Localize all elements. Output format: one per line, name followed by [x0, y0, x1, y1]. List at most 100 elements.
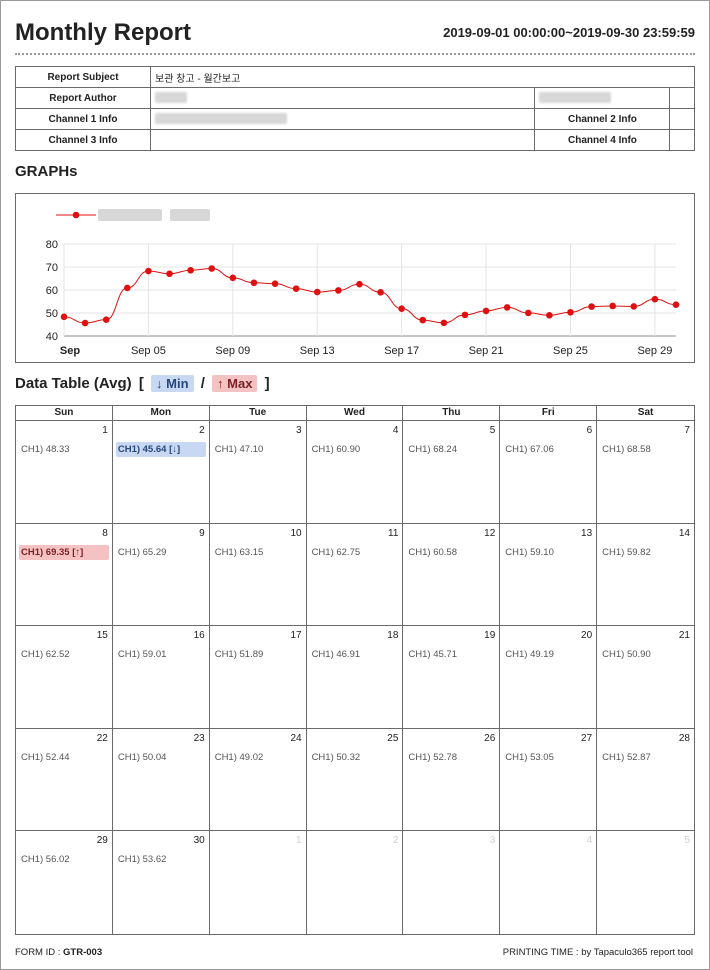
data-point: [356, 280, 363, 288]
report-author-label: Report Author: [15, 87, 151, 109]
day-number: 5: [489, 425, 496, 436]
day-value: CH1) 63.15: [214, 546, 264, 558]
calendar-day-cell: 3 CH1) 47.10: [209, 421, 307, 524]
calendar-day-cell: 4: [500, 831, 598, 934]
channel3-label: Channel 3 Info: [15, 129, 151, 151]
form-id-label: FORM ID :: [15, 947, 61, 958]
day-value: CH1) 49.19: [505, 649, 554, 661]
page-title: Monthly Report: [15, 19, 191, 46]
day-number: 15: [96, 630, 108, 642]
day-number: 27: [581, 732, 593, 744]
data-point: [440, 319, 448, 327]
calendar-day-cell: 28 CH1) 52.87: [597, 729, 694, 832]
day-number: 24: [290, 732, 302, 744]
day-value: CH1) 67.06: [505, 444, 554, 455]
day-number: 4: [586, 835, 593, 847]
legend-label-redacted: [98, 209, 162, 221]
x-tick-label: Sep 13: [300, 345, 335, 357]
day-value: CH1) 50.04: [117, 751, 167, 763]
report-subject-value: 보관 창고 - 월간보고: [150, 66, 695, 88]
day-number: 18: [387, 630, 399, 642]
calendar-day-cell: 15 CH1) 62.52: [16, 626, 113, 729]
data-point: [124, 284, 131, 292]
channel2-value: [669, 108, 695, 130]
date-range: 2019-09-01 00:00:00~2019-09-30 23:59:59: [443, 25, 695, 40]
data-point: [271, 280, 279, 287]
channel1-value: [149, 108, 536, 130]
day-value: CH1) 48.33: [21, 444, 70, 455]
data-point: [208, 265, 216, 272]
day-value: CH1) 52.44: [21, 751, 70, 763]
data-point: [546, 311, 553, 319]
weekday-fri: Fri: [500, 406, 598, 420]
report-subject-label: Report Subject: [15, 66, 151, 88]
graphs-heading: GRAPHs: [15, 163, 78, 180]
report-header: Monthly Report 2019-09-01 00:00:00~2019-…: [15, 19, 695, 55]
weekday-thu: Thu: [403, 406, 501, 420]
day-value: CH1) 59.01: [117, 649, 167, 661]
day-number: 5: [684, 835, 690, 847]
day-number: 23: [193, 732, 205, 744]
channel1-label: Channel 1 Info: [15, 108, 151, 130]
weekday-sun: Sun: [16, 406, 113, 420]
calendar-day-cell: 11 CH1) 62.75: [306, 523, 404, 627]
report-author-value: [149, 87, 536, 109]
day-number: 14: [678, 527, 690, 539]
day-value: CH1) 60.90: [311, 444, 361, 455]
calendar-day-cell: 6 CH1) 67.06: [500, 421, 598, 524]
calendar-day-cell: 18 CH1) 46.91: [306, 626, 404, 729]
redacted-value: [669, 87, 695, 109]
data-point: [609, 302, 616, 310]
day-value: CH1) 53.05: [505, 751, 554, 763]
day-value: CH1) 62.52: [21, 649, 70, 661]
calendar-day-cell: 4 CH1) 60.90: [306, 421, 404, 524]
data-point: [60, 313, 68, 321]
legend-separator: /: [200, 375, 205, 392]
weekday-wed: Wed: [307, 406, 404, 420]
form-id: FORM ID : GTR-003: [15, 947, 102, 958]
day-value: CH1) 53.62: [117, 854, 167, 866]
data-point: [229, 274, 237, 282]
calendar-day-cell: 2: [307, 831, 404, 934]
day-number: 8: [102, 527, 108, 539]
calendar-day-cell: 24 CH1) 49.02: [209, 728, 307, 832]
y-tick-label: 70: [46, 262, 58, 274]
data-point: [461, 311, 469, 319]
data-point: [672, 301, 680, 308]
calendar-day-cell: 1 CH1) 48.33: [16, 421, 113, 524]
day-number: 4: [392, 425, 399, 436]
data-point: [567, 308, 574, 316]
day-value: CH1) 59.82: [602, 546, 651, 558]
channel2-label: Channel 2 Info: [534, 108, 671, 130]
data-point: [292, 285, 300, 292]
day-number: 20: [581, 630, 593, 642]
calendar-day-cell: 7 CH1) 68.58: [597, 421, 694, 524]
calendar-day-cell: 3: [403, 831, 501, 934]
x-tick-label: Sep 17: [384, 345, 419, 357]
day-number: 29: [96, 835, 108, 847]
calendar-body: 1 CH1) 48.33 2 CH1) 45.64 [↓] 3 CH1) 47.10 4 CH…: [16, 421, 694, 934]
day-number: 6: [586, 425, 593, 436]
data-point: [250, 279, 258, 287]
y-tick-label: 80: [46, 239, 58, 251]
day-number: 19: [484, 630, 496, 642]
day-number: 1: [102, 425, 108, 436]
y-tick-label: 50: [46, 308, 58, 320]
data-point: [524, 309, 532, 317]
day-number: 17: [290, 630, 302, 642]
min-legend-badge: ↓ Min: [151, 375, 194, 392]
report-info-table: Report Subject 보관 창고 - 월간보고 Report Autho…: [15, 66, 695, 151]
calendar-day-cell: 19 CH1) 45.71: [403, 626, 501, 729]
calendar-day-cell: 9 CH1) 65.29: [112, 523, 210, 627]
day-value: CH1) 51.89: [214, 649, 264, 661]
day-number: 11: [388, 527, 399, 539]
channel4-value: [669, 129, 695, 151]
day-value: CH1) 68.58: [602, 444, 651, 455]
data-point: [398, 305, 405, 312]
x-tick-label: Sep 21: [469, 345, 504, 357]
day-value: CH1) 45.71: [408, 649, 458, 661]
redacted-label: [534, 87, 671, 109]
day-value: CH1) 52.78: [408, 751, 458, 763]
day-number: 26: [484, 732, 496, 744]
legend-close-bracket: ]: [264, 375, 270, 392]
